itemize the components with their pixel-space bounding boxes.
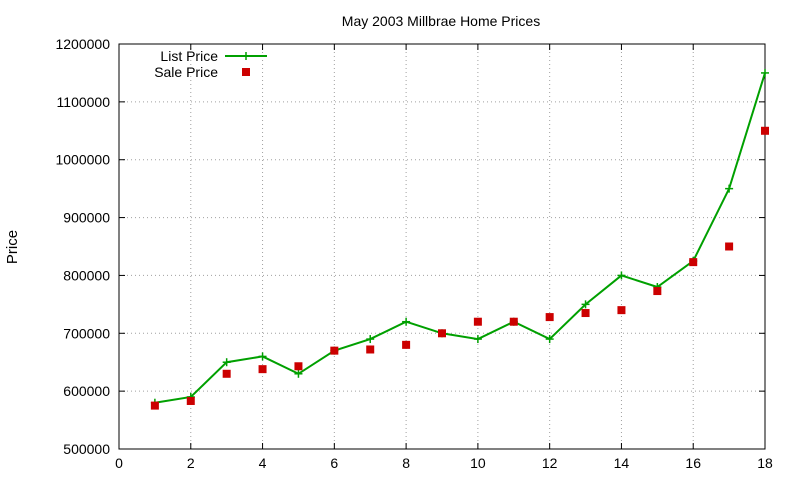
x-tick-label: 10 [470, 455, 486, 471]
data-point [545, 335, 554, 344]
series-line [154, 72, 766, 404]
data-point [761, 68, 769, 77]
chart-title: May 2003 Millbrae Home Prices [342, 13, 540, 29]
data-point [330, 346, 339, 355]
y-tick-label: 1000000 [55, 152, 110, 168]
x-tick-label: 12 [542, 455, 558, 471]
data-point [617, 306, 626, 315]
data-point [581, 309, 590, 318]
data-point [473, 335, 482, 344]
data-point [438, 329, 446, 338]
data-point [222, 369, 231, 378]
data-point [258, 352, 267, 361]
x-tick-label: 4 [259, 455, 267, 471]
data-point [150, 401, 159, 410]
series-list-price [150, 68, 769, 407]
data-point [725, 242, 734, 251]
legend-label: Sale Price [154, 64, 218, 80]
series-sale-price [150, 126, 769, 410]
data-point [222, 358, 231, 367]
data-point [653, 287, 662, 296]
x-tick-label: 14 [614, 455, 630, 471]
x-tick-label: 0 [115, 455, 123, 471]
y-tick-label: 1200000 [55, 36, 110, 52]
data-point [473, 317, 482, 326]
legend-label: List Price [160, 48, 218, 64]
x-tick-label: 2 [187, 455, 195, 471]
plot-border [118, 43, 766, 450]
grid-lines [119, 44, 765, 449]
series-layer [150, 68, 769, 410]
y-tick-label: 800000 [63, 267, 110, 283]
data-point [402, 317, 411, 326]
data-point [294, 362, 303, 371]
data-point [258, 365, 267, 374]
data-point [545, 313, 554, 322]
data-point [402, 340, 411, 349]
x-tick-label: 8 [402, 455, 410, 471]
y-tick-label: 500000 [63, 441, 110, 457]
x-tick-label: 18 [757, 455, 773, 471]
data-point [617, 271, 626, 280]
data-point [689, 258, 698, 267]
plot-frame [118, 43, 766, 450]
x-tick-label: 16 [685, 455, 701, 471]
x-tick-label: 6 [330, 455, 338, 471]
y-axis-label: Price [4, 230, 21, 264]
y-tick-label: 600000 [63, 383, 110, 399]
y-tick-label: 700000 [63, 325, 110, 341]
legend-marker [242, 68, 250, 76]
data-point [725, 184, 734, 193]
y-tick-label: 1100000 [57, 94, 111, 110]
data-point [366, 345, 375, 354]
data-point [761, 126, 769, 135]
y-tick-label: 900000 [63, 210, 110, 226]
data-point [509, 317, 518, 326]
data-point [294, 369, 303, 378]
legend-marker [242, 52, 250, 60]
data-point [186, 396, 195, 405]
axis-ticks: 0 2 4 6 8 10 12 14 16 18 500000 600000 700000 800000 9… [55, 36, 773, 471]
data-point [366, 335, 375, 344]
data-point [581, 300, 590, 309]
